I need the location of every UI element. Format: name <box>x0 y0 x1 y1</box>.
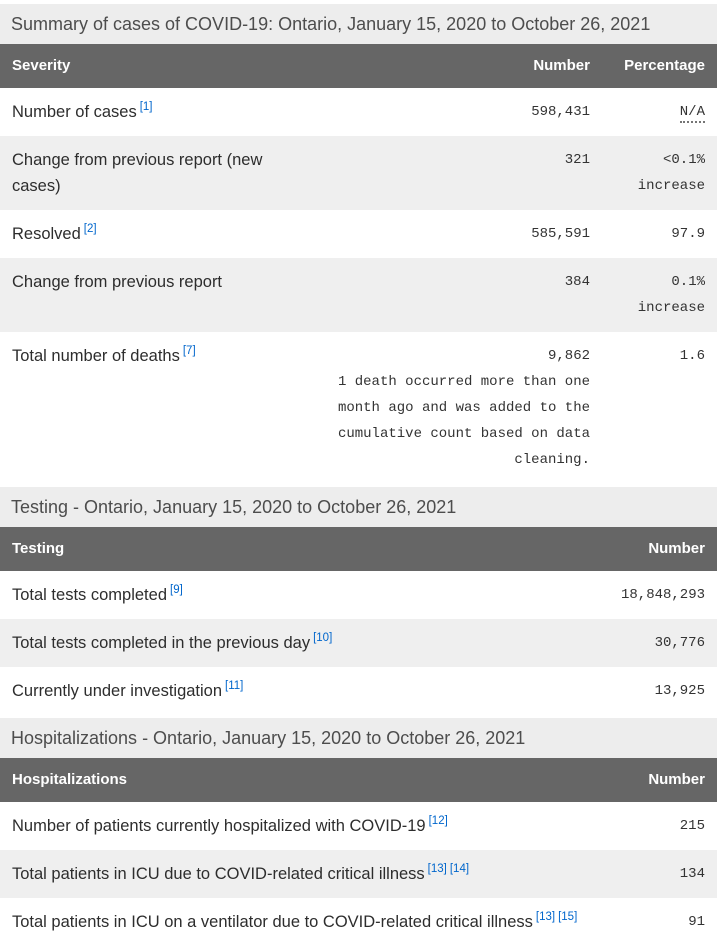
header-row: Testing Number <box>0 527 717 571</box>
footnote-link[interactable]: [10] <box>313 631 333 644</box>
metric-label-cell: Total number of deaths [7] <box>0 332 316 484</box>
covid-tables: Summary of cases of COVID-19: Ontario, J… <box>0 4 717 938</box>
percentage-value: 0.1% increase <box>637 274 705 316</box>
table-row: Resolved [2] 585,591 97.9 <box>0 210 717 258</box>
column-header: Testing <box>0 527 595 571</box>
number-note: 1 death occurred more than one month ago… <box>337 374 590 468</box>
number-cell: 9,862 1 death occurred more than one mont… <box>316 332 598 484</box>
percentage-value: 97.9 <box>671 226 705 242</box>
column-header: Hospitalizations <box>0 758 595 802</box>
number-value: 30,776 <box>654 635 705 651</box>
number-value: 384 <box>564 274 590 290</box>
table-row: Total patients in ICU on a ventilator du… <box>0 898 717 938</box>
metric-label-cell: Total tests completed [9] <box>0 571 595 619</box>
table-row: Number of patients currently hospitalize… <box>0 802 717 850</box>
percentage-cell: N/A <box>598 88 717 136</box>
metric-label: Total tests completed in the previous da… <box>12 634 311 652</box>
number-cell: 30,776 <box>595 619 717 667</box>
metric-label-cell: Number of patients currently hospitalize… <box>0 802 595 850</box>
table-row: Change from previous report (new cases) 3… <box>0 136 717 210</box>
number-value: 134 <box>679 866 705 882</box>
column-header: Severity <box>0 44 316 88</box>
metric-label: Change from previous report <box>12 273 223 291</box>
metric-label-cell: Change from previous report (new cases) <box>0 136 316 210</box>
number-value: 18,848,293 <box>620 587 705 603</box>
table-row: Total patients in ICU due to COVID-relat… <box>0 850 717 898</box>
number-value: 91 <box>688 914 705 930</box>
number-cell: 134 <box>595 850 717 898</box>
percentage-cell: 97.9 <box>598 210 717 258</box>
footnote-link[interactable]: [1] <box>139 100 153 113</box>
number-cell: 598,431 <box>316 88 598 136</box>
percentage-value: 1.6 <box>679 348 705 364</box>
table-caption-hospitalizations: Hospitalizations - Ontario, January 15, … <box>0 718 717 758</box>
number-cell: 215 <box>595 802 717 850</box>
metric-label-cell: Total patients in ICU due to COVID-relat… <box>0 850 595 898</box>
table-row: Total tests completed in the previous da… <box>0 619 717 667</box>
footnote-link[interactable]: [13] <box>535 910 556 923</box>
number-cell: 321 <box>316 136 598 210</box>
table-row: Total tests completed [9] 18,848,293 <box>0 571 717 619</box>
number-value: 13,925 <box>654 683 705 699</box>
metric-label: Resolved <box>12 225 81 243</box>
table-row: Change from previous report 384 0.1% incre… <box>0 258 717 332</box>
table-row: Total number of deaths [7] 9,862 1 death oc… <box>0 332 717 484</box>
header-row: Severity Number Percentage <box>0 44 717 88</box>
number-cell: 13,925 <box>595 667 717 715</box>
table-row: Currently under investigation [11] 13,925 <box>0 667 717 715</box>
metric-label: Number of patients currently hospitalize… <box>12 817 426 835</box>
table-caption-summary: Summary of cases of COVID-19: Ontario, J… <box>0 4 717 44</box>
column-header: Percentage <box>598 44 717 88</box>
footnote-link[interactable]: [9] <box>170 583 183 596</box>
footnote-link[interactable]: [12] <box>428 814 448 827</box>
footnote-link[interactable]: [7] <box>182 344 196 357</box>
column-header: Number <box>595 758 717 802</box>
percentage-value: <0.1% increase <box>637 152 705 194</box>
metric-label: Total tests completed <box>12 586 167 604</box>
metric-label: Change from previous report (new cases) <box>12 151 263 195</box>
table-row: Number of cases [1] 598,431 N/A <box>0 88 717 136</box>
table-hospitalizations: Hospitalizations - Ontario, January 15, … <box>0 718 717 938</box>
number-cell: 384 <box>316 258 598 332</box>
percentage-cell: <0.1% increase <box>598 136 717 210</box>
footnote-link[interactable]: [11] <box>225 679 244 692</box>
column-header: Number <box>316 44 598 88</box>
footnote-link[interactable]: [15] <box>558 910 578 923</box>
number-value: 585,591 <box>531 226 590 242</box>
table-testing: Testing - Ontario, January 15, 2020 to O… <box>0 487 717 715</box>
number-cell: 18,848,293 <box>595 571 717 619</box>
table-summary: Summary of cases of COVID-19: Ontario, J… <box>0 4 717 484</box>
metric-label-cell: Number of cases [1] <box>0 88 316 136</box>
metric-label: Currently under investigation <box>12 682 223 700</box>
header-row: Hospitalizations Number <box>0 758 717 802</box>
metric-label-cell: Resolved [2] <box>0 210 316 258</box>
metric-label: Total patients in ICU due to COVID-relat… <box>12 865 425 883</box>
metric-label-cell: Change from previous report <box>0 258 316 332</box>
metric-label: Total number of deaths <box>12 347 180 365</box>
metric-label: Number of cases <box>12 103 137 121</box>
not-applicable-abbr[interactable]: N/A <box>679 104 705 123</box>
percentage-cell: 0.1% increase <box>598 258 717 332</box>
number-value: 598,431 <box>531 104 590 120</box>
number-value: 321 <box>564 152 590 168</box>
number-cell: 585,591 <box>316 210 598 258</box>
percentage-cell: 1.6 <box>598 332 717 484</box>
footnote-link[interactable]: [2] <box>83 222 97 235</box>
footnote-link[interactable]: [14] <box>449 862 470 875</box>
number-value: 215 <box>679 818 705 834</box>
column-header: Number <box>595 527 717 571</box>
footnote-link[interactable]: [13] <box>427 862 447 875</box>
metric-label: Total patients in ICU on a ventilator du… <box>12 913 533 931</box>
table-caption-testing: Testing - Ontario, January 15, 2020 to O… <box>0 487 717 527</box>
metric-label-cell: Total patients in ICU on a ventilator du… <box>0 898 595 938</box>
metric-label-cell: Total tests completed in the previous da… <box>0 619 595 667</box>
metric-label-cell: Currently under investigation [11] <box>0 667 595 715</box>
number-cell: 91 <box>595 898 717 938</box>
number-value: 9,862 <box>547 348 590 364</box>
